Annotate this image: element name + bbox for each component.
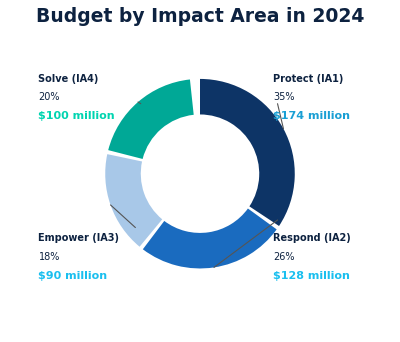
Wedge shape (200, 79, 295, 226)
Text: Budget by Impact Area in 2024: Budget by Impact Area in 2024 (36, 7, 364, 26)
Text: $90 million: $90 million (38, 271, 108, 281)
Text: 20%: 20% (38, 92, 60, 102)
Text: $100 million: $100 million (38, 111, 115, 121)
Text: 35%: 35% (273, 92, 295, 102)
Text: $128 million: $128 million (273, 271, 350, 281)
Text: 26%: 26% (273, 252, 295, 262)
Wedge shape (143, 209, 277, 268)
Text: Empower (IA3): Empower (IA3) (38, 233, 120, 243)
Wedge shape (105, 154, 162, 247)
Text: 18%: 18% (38, 252, 60, 262)
Wedge shape (108, 79, 194, 159)
Text: $174 million: $174 million (273, 111, 350, 121)
Text: Protect (IA1): Protect (IA1) (273, 74, 344, 83)
Text: Solve (IA4): Solve (IA4) (38, 74, 99, 83)
Text: Respond (IA2): Respond (IA2) (273, 233, 351, 243)
